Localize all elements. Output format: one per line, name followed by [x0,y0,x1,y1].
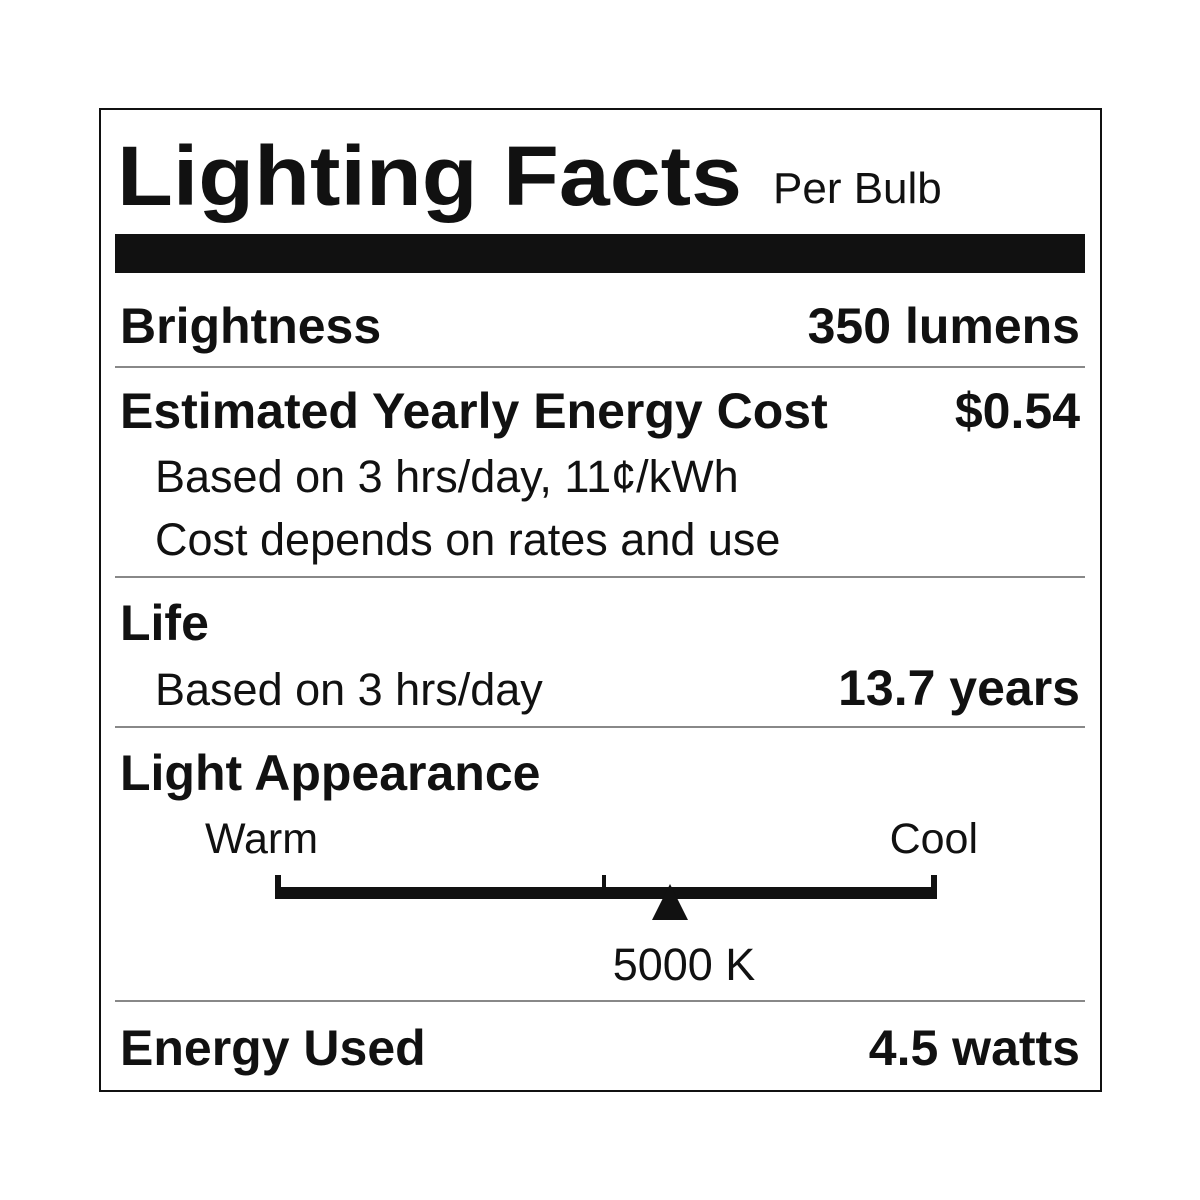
subtitle: Per Bulb [773,164,942,213]
title: Lighting Facts [117,129,742,223]
energy-used-value: 4.5 watts [869,1020,1080,1076]
brightness-label: Brightness [120,298,381,354]
energy-used-label: Energy Used [120,1020,426,1076]
warm-label: Warm [205,815,318,863]
energy-cost-value: $0.54 [955,383,1080,439]
light-appearance-label: Light Appearance [120,745,540,801]
life-label: Life [120,595,209,651]
life-value: 13.7 years [838,660,1080,716]
scale-marker [652,884,688,920]
energy-cost-note: Cost depends on rates and use [155,514,780,565]
energy-cost-label: Estimated Yearly Energy Cost [120,383,828,439]
light-appearance-value: 5000 K [613,939,756,990]
scale-end [275,875,281,899]
scale-end [931,875,937,899]
thick-rule [115,234,1085,273]
color-scale [275,875,937,920]
energy-cost-note: Based on 3 hrs/day, 11¢/kWh [155,451,739,502]
scale-bar [276,887,936,899]
cool-label: Cool [890,815,978,863]
scale-mid [602,875,606,889]
life-note: Based on 3 hrs/day [155,664,543,715]
brightness-value: 350 lumens [808,298,1080,354]
